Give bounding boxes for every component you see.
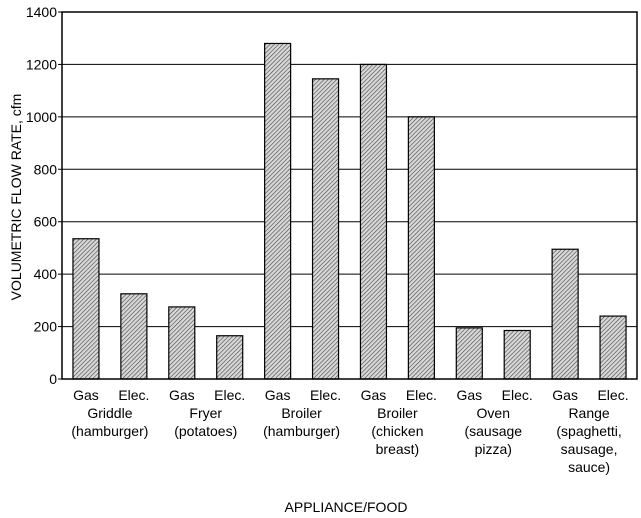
x-group-label: sauce) — [568, 459, 610, 475]
x-group-label: (potatoes) — [174, 423, 237, 439]
axes — [58, 11, 638, 380]
x-axis-title: APPLIANCE/FOOD — [285, 499, 408, 515]
x-category-label: Elec. — [406, 387, 437, 403]
y-axis-title: VOLUMETRIC FLOW RATE, cfm — [8, 94, 24, 301]
x-group-label: (chicken — [371, 423, 423, 439]
x-category-label: Elec. — [597, 387, 628, 403]
y-tick-label: 0 — [49, 371, 57, 387]
x-group-label: Broiler — [377, 405, 418, 421]
y-tick-label: 1200 — [26, 56, 57, 72]
bar — [264, 42, 292, 380]
bars — [72, 42, 627, 380]
x-category-label: Elec. — [214, 387, 245, 403]
bar — [120, 293, 148, 380]
gridlines — [62, 63, 637, 328]
y-tick-label: 600 — [34, 214, 58, 230]
x-group-label: sausage, — [561, 441, 618, 457]
y-tick-label: 1000 — [26, 109, 57, 125]
x-group-label: Range — [568, 405, 609, 421]
bar — [599, 315, 627, 380]
x-group-label: Griddle — [87, 405, 132, 421]
bar — [503, 329, 531, 380]
bar — [311, 78, 340, 380]
x-category-label: Gas — [169, 387, 195, 403]
plot-frame — [61, 11, 638, 380]
bar — [407, 116, 435, 380]
x-category-label: Gas — [552, 387, 578, 403]
bar — [455, 327, 483, 380]
x-category-label: Gas — [361, 387, 387, 403]
x-category-label: Gas — [456, 387, 482, 403]
bar — [72, 238, 100, 380]
bar — [216, 335, 244, 380]
y-tick-label: 800 — [34, 161, 58, 177]
bar — [551, 248, 579, 380]
x-group-label: Oven — [477, 405, 510, 421]
x-category-label: Elec. — [310, 387, 341, 403]
x-group-label: (sausage — [464, 423, 522, 439]
y-tick-label: 1400 — [26, 4, 57, 20]
x-group-label: (hamburger) — [263, 423, 340, 439]
x-category-label: Gas — [265, 387, 291, 403]
y-tick-label: 400 — [34, 266, 58, 282]
x-group-label: (hamburger) — [71, 423, 148, 439]
x-category-label: Gas — [73, 387, 99, 403]
x-category-label: Elec. — [118, 387, 149, 403]
labels: 0 200 400 600 800 1000 1200 1400 Gas Elec. Gas Elec… — [26, 4, 629, 475]
x-group-label: (spaghetti, — [556, 423, 621, 439]
x-category-label: Elec. — [502, 387, 533, 403]
x-group-label: pizza) — [475, 441, 512, 457]
x-group-label: Broiler — [281, 405, 322, 421]
bar — [359, 63, 388, 380]
y-tick-label: 200 — [34, 319, 58, 335]
x-group-label: breast) — [376, 441, 420, 457]
x-group-label: Fryer — [189, 405, 222, 421]
bar — [168, 306, 196, 380]
